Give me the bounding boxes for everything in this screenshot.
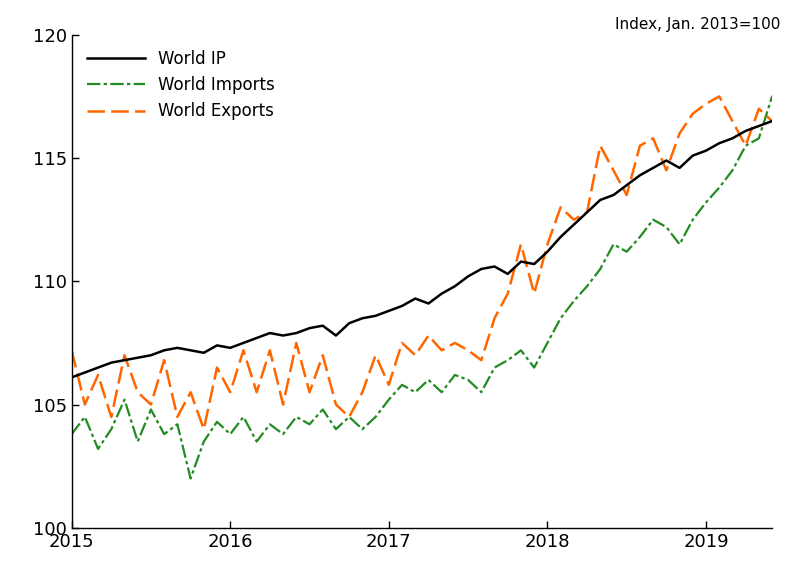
World Imports — [133, 438, 142, 445]
World Exports — [437, 347, 447, 354]
Line: World Imports: World Imports — [72, 96, 796, 478]
World Imports — [437, 389, 447, 396]
Text: Index, Jan. 2013=100: Index, Jan. 2013=100 — [615, 17, 780, 32]
World Exports — [173, 414, 182, 420]
World IP — [728, 135, 737, 142]
World IP — [67, 374, 76, 381]
World Imports — [173, 421, 182, 428]
World Exports — [199, 426, 209, 433]
Legend: World IP, World Imports, World Exports: World IP, World Imports, World Exports — [80, 43, 282, 127]
World Imports — [741, 142, 751, 149]
World Exports — [754, 106, 763, 113]
World Imports — [67, 431, 76, 438]
World IP — [463, 273, 473, 280]
World Imports — [185, 475, 195, 482]
World IP — [173, 345, 182, 351]
World Imports — [477, 389, 486, 396]
World IP — [423, 300, 433, 307]
World IP — [199, 349, 209, 356]
Line: World IP: World IP — [72, 96, 796, 378]
World Exports — [67, 347, 76, 354]
World Exports — [477, 357, 486, 364]
World Exports — [715, 93, 724, 100]
Line: World Exports: World Exports — [72, 96, 796, 429]
World Imports — [767, 93, 777, 100]
World Exports — [133, 389, 142, 396]
